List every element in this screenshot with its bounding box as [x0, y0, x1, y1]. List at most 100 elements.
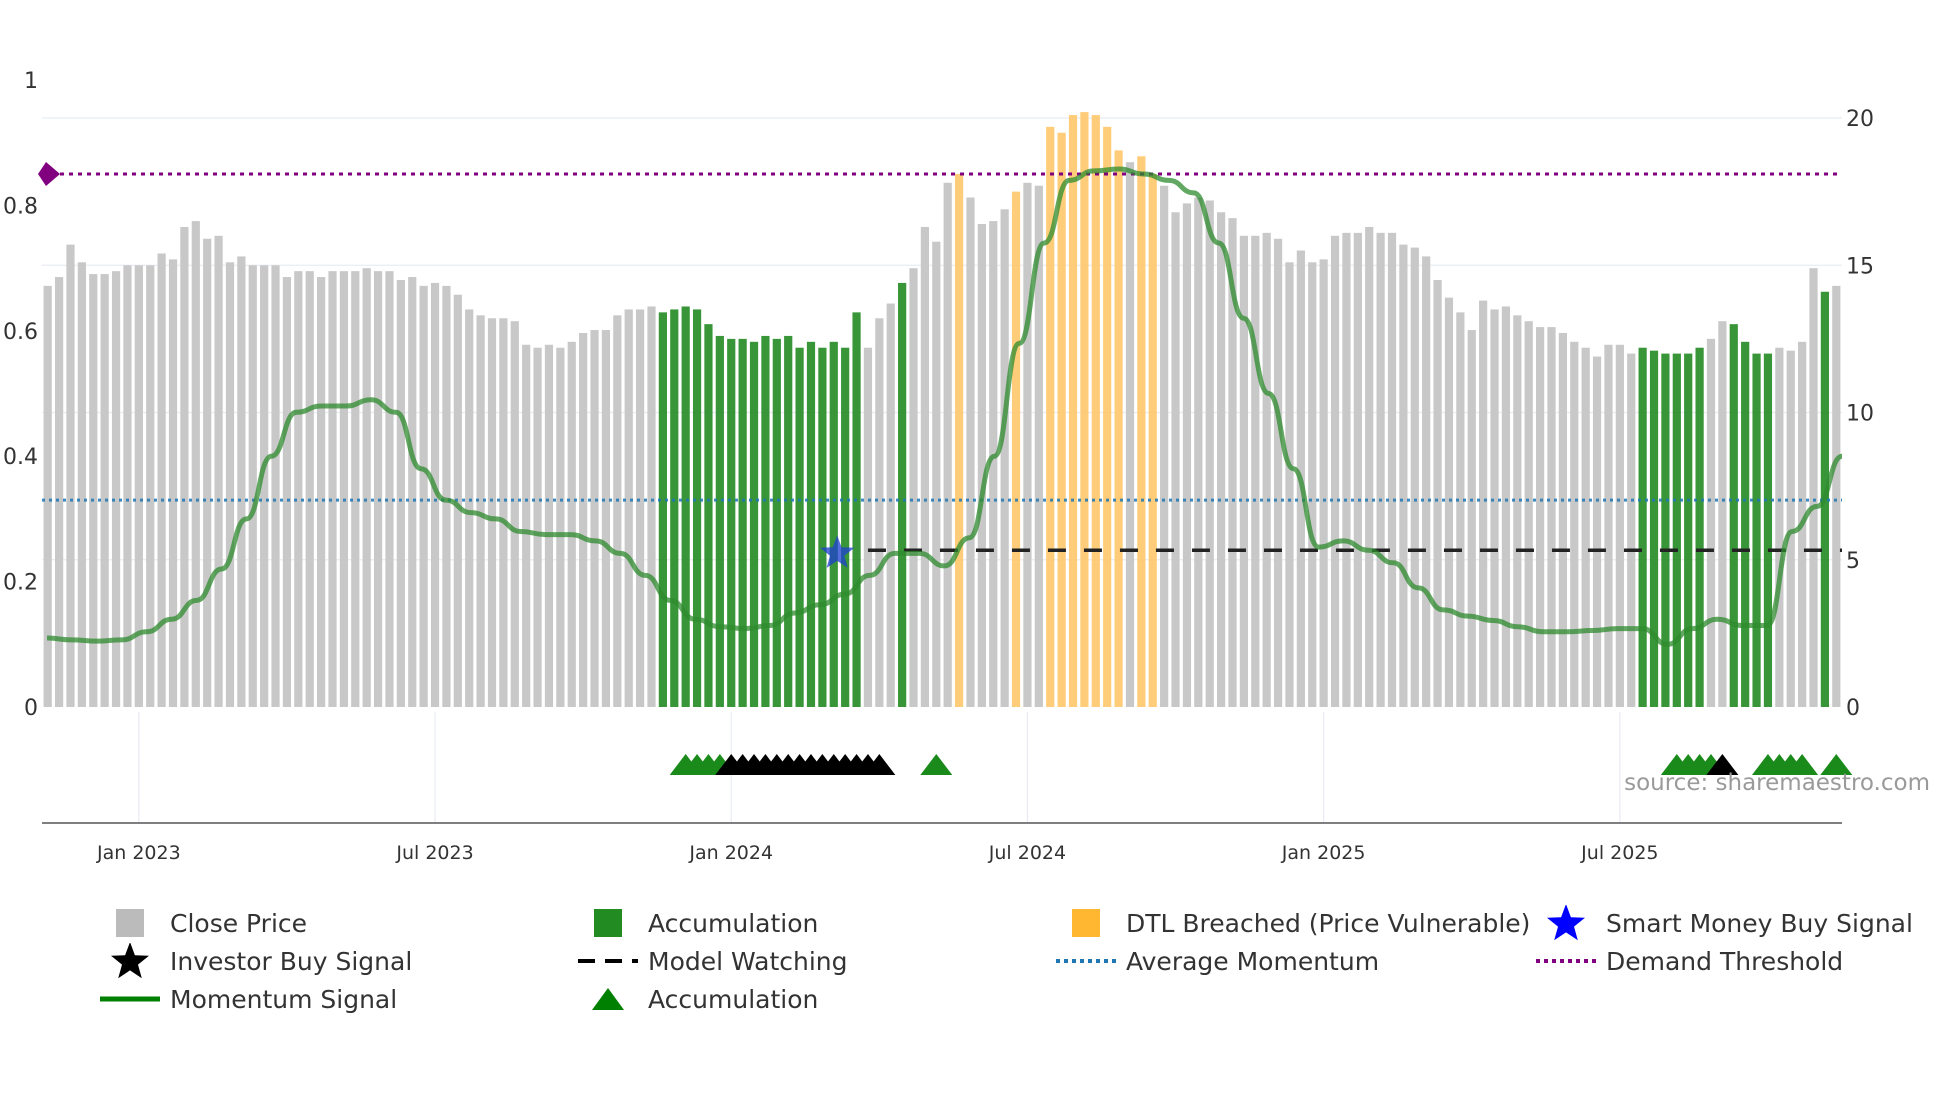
price-bar: [408, 277, 417, 707]
price-bar: [1319, 259, 1328, 707]
price-bar: [317, 277, 326, 707]
price-bar: [1285, 262, 1294, 707]
price-bar: [920, 226, 930, 707]
price-bar: [214, 235, 223, 708]
accumulation-bar: [749, 341, 759, 707]
legend-item: Accumulation: [578, 981, 818, 1017]
right-tick-label: 5: [1846, 549, 1860, 574]
price-bar: [624, 309, 633, 707]
star-legend-icon: [1547, 905, 1585, 941]
price-bar: [1410, 247, 1419, 707]
accumulation-bar: [795, 347, 804, 707]
accumulation-triangle: [1820, 754, 1853, 775]
square-legend-icon: [116, 909, 144, 937]
price-bar: [1160, 185, 1169, 708]
legend-label: Close Price: [170, 908, 308, 938]
legend-item: Accumulation: [578, 905, 818, 941]
price-bar: [1251, 235, 1260, 708]
price-bar: [1342, 232, 1351, 708]
reference-lines: [38, 162, 1842, 552]
legend-label: Demand Threshold: [1606, 946, 1844, 976]
price-bar: [647, 306, 656, 707]
price-bar: [567, 341, 576, 707]
price-bar: [1399, 244, 1408, 707]
price-bar: [1809, 268, 1818, 707]
price-bar: [932, 241, 941, 707]
triangle-legend-icon: [592, 988, 624, 1010]
accumulation-bar: [727, 338, 736, 707]
price-bar: [442, 285, 451, 707]
accumulation-bar: [852, 312, 861, 707]
dtl-breached-bar: [1091, 115, 1100, 708]
price-bar: [282, 277, 292, 707]
left-tick-label: 0: [24, 696, 38, 721]
price-bar: [43, 285, 52, 707]
price-bar: [328, 271, 337, 707]
accumulation-bar: [1763, 353, 1773, 707]
accumulation-bar: [704, 324, 713, 707]
price-bar: [305, 271, 314, 707]
price-bar: [579, 332, 588, 707]
x-tick-label: Jan 2024: [688, 842, 773, 864]
price-bar: [1182, 203, 1192, 707]
price-bar: [533, 347, 542, 707]
price-bar: [1775, 347, 1784, 707]
price-bar: [1330, 235, 1340, 708]
price-bar: [260, 265, 269, 707]
price-bar: [1228, 218, 1237, 707]
tick-labels: Jan 2023 Jul 2023 Jan 2024 Jul 2024 Jan 2025…: [3, 69, 1874, 864]
left-tick-label: 1: [24, 69, 38, 94]
accumulation-bar: [1649, 350, 1659, 707]
left-tick-label: 0.2: [3, 571, 38, 596]
price-bar: [248, 265, 257, 707]
legend-label: DTL Breached (Price Vulnerable): [1126, 908, 1531, 938]
accumulation-bar: [692, 309, 702, 707]
right-tick-label: 0: [1846, 696, 1860, 721]
x-tick-label: Jul 2024: [988, 842, 1066, 864]
accumulation-bar: [1741, 341, 1750, 707]
price-bar: [966, 197, 975, 707]
dotted-line-legend-icon: [1536, 959, 1596, 963]
accumulation-triangle: [1786, 754, 1819, 775]
accumulation-bar: [681, 306, 690, 707]
price-bar: [1467, 330, 1476, 707]
accumulation-bar: [1729, 324, 1738, 707]
price-bar: [77, 262, 86, 707]
dtl-breached-bar: [1114, 150, 1123, 707]
momentum-line-group: [46, 166, 1844, 647]
accumulation-bar: [738, 338, 747, 707]
accumulation-bar: [670, 309, 679, 707]
x-tick-label: Jul 2023: [395, 842, 473, 864]
right-tick-label: 15: [1846, 254, 1874, 279]
left-tick-label: 0.4: [3, 445, 38, 470]
price-bar: [339, 271, 348, 707]
price-bar: [191, 221, 200, 707]
chart-area: Jan 2023 Jul 2023 Jan 2024 Jul 2024 Jan 2025…: [3, 69, 1874, 864]
price-bar: [1205, 200, 1214, 707]
price-bar: [396, 279, 405, 707]
price-bar: [146, 265, 155, 707]
left-tick-label: 0.8: [3, 194, 38, 219]
price-bar: [909, 268, 918, 707]
price-bar: [1558, 332, 1567, 707]
price-bar: [487, 318, 497, 707]
accumulation-bar: [784, 335, 793, 707]
price-bar: [1353, 232, 1362, 708]
accumulation-bar: [829, 341, 838, 707]
price-bar: [111, 271, 121, 707]
price-bar: [294, 271, 303, 707]
price-bar: [1706, 338, 1716, 707]
accumulation-bar: [841, 347, 850, 707]
dtl-breached-bar: [1148, 173, 1157, 707]
price-bar: [385, 271, 394, 707]
price-bar: [180, 226, 189, 707]
price-bar: [556, 347, 565, 707]
price-bar: [1524, 321, 1533, 707]
price-bar: [237, 256, 246, 707]
price-bar: [225, 262, 235, 707]
accumulation-triangle: [920, 754, 953, 775]
dtl-breached-bar: [1068, 115, 1078, 708]
legend-item: Close Price: [100, 905, 307, 941]
price-bar: [89, 274, 98, 707]
smart-money-buy-star: [820, 535, 855, 568]
